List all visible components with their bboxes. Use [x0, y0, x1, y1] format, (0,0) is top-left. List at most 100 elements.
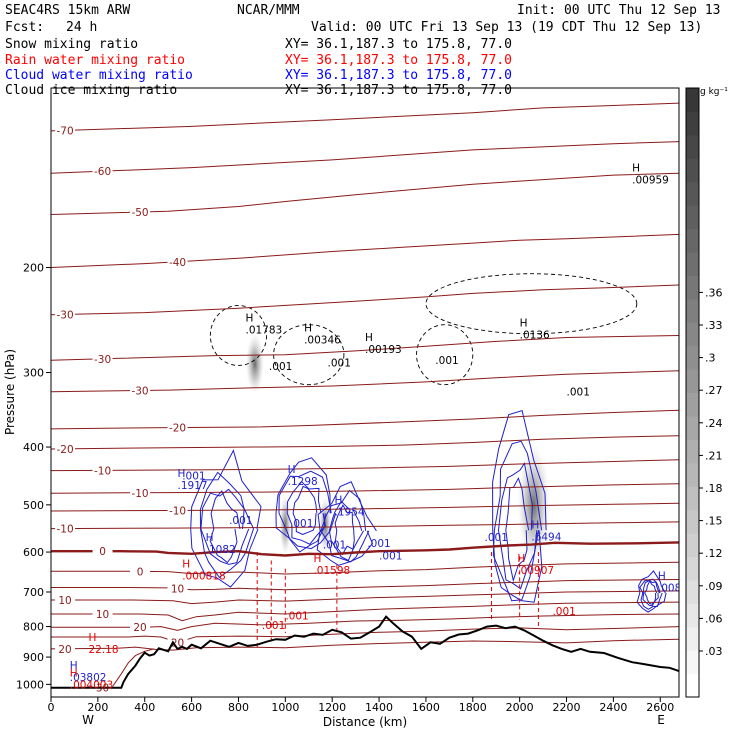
isotherm-label-bg [130, 206, 151, 218]
colorbar-tick-label: .24 [705, 417, 723, 430]
isotherm-label: -10 [169, 505, 186, 517]
maximum-h-marker: H [245, 312, 253, 324]
valid-time: Valid: 00 UTC Fri 13 Sep 13 (19 CDT Thu … [311, 20, 702, 35]
isotherm-line [51, 335, 679, 361]
isotherm-label: -30 [94, 354, 111, 366]
x-tick-label: 200 [87, 701, 108, 714]
maximum-value-label: .03802 [70, 672, 107, 684]
isotherm-line [51, 601, 679, 622]
isotherm-label-bg [55, 308, 76, 320]
colorbar-swatch [686, 134, 699, 159]
colorbar-tick-label: .3 [705, 352, 716, 365]
y-tick-label: 600 [23, 546, 44, 559]
isotherm-line [51, 521, 679, 530]
maximum-h-marker: H [365, 332, 373, 344]
maximum-value-label: .1298 [288, 476, 318, 488]
field-name-rain: Rain water mixing ratio [5, 53, 185, 68]
y-axis-label: Pressure (hPa) [3, 349, 17, 435]
x-tick-label: 2200 [553, 701, 581, 714]
colorbar-frame [685, 87, 700, 698]
isotherm-label: -10 [131, 488, 148, 500]
snow-contour [209, 305, 268, 366]
cloud-water-contour [209, 490, 241, 564]
isotherm-label-bg [55, 594, 76, 606]
field-xy-cloud-water: XY= 36.1,187.3 to 175.8, 77.0 [285, 68, 512, 83]
maximum-value-label: .6494 [531, 531, 561, 543]
colorbar-swatch [686, 322, 699, 347]
field-xy-rain: XY= 36.1,187.3 to 175.8, 77.0 [285, 53, 512, 68]
cloud-water-contour [492, 440, 543, 602]
maximum-h-marker: H [313, 553, 321, 565]
cloud-water-contour [505, 476, 530, 583]
isotherm-line [51, 613, 679, 631]
maximum-value-label: .0136 [520, 329, 550, 341]
maximum-h-marker: H [70, 668, 78, 680]
x-tick-label: 2400 [599, 701, 627, 714]
isotherm-line [51, 561, 679, 575]
isotherm-label-bg [92, 352, 113, 364]
isotherm-label-bg [167, 636, 188, 648]
isotherm-label-bg [167, 421, 188, 433]
cloud-water-contour [492, 409, 547, 603]
x-tick-label: 800 [228, 701, 249, 714]
contour-value-label: .001 [323, 540, 346, 552]
east-endpoint-label: E [657, 713, 665, 727]
cloud-water-contour [644, 580, 658, 605]
colorbar-swatch [686, 111, 699, 136]
contour-value-label: .001 [485, 532, 508, 544]
isotherm-label-bg [130, 384, 151, 396]
y-tick-label: 700 [23, 586, 44, 599]
maximum-h-marker: H [632, 163, 640, 175]
x-axis-ticks: 0 200 400 600 800 1000 1200 1400 1600 1800 2000 220… [48, 697, 674, 714]
colorbar-swatch [686, 626, 699, 651]
colorbar-swatch [686, 275, 699, 300]
isotherm-label-bg [92, 165, 113, 177]
ice-shade-region [245, 333, 264, 394]
y-tick-label: 200 [23, 262, 44, 275]
x-axis-label: Distance (km) [323, 715, 407, 729]
maximum-h-marker: H [335, 494, 343, 506]
isotherm-line [51, 483, 679, 494]
isotherm-line [51, 102, 679, 132]
x-tick-label: 400 [134, 701, 155, 714]
maximum-h-marker: H [520, 317, 528, 329]
y-tick-label: 400 [23, 441, 44, 454]
maximum-h-marker: H [531, 519, 539, 531]
maximum-h-marker: H [182, 559, 190, 571]
snow-contours [209, 273, 638, 386]
maximum-value-label: .00346 [304, 334, 341, 346]
contour-value-label: .001 [328, 357, 351, 369]
colorbar: .03 .06 .09 .12 .15 .18 .21 .24 .27 .3 .33 .36 [685, 87, 723, 698]
isotherm-label-bg [130, 621, 151, 633]
rain-water-contours [256, 552, 539, 649]
maximum-value-label: .004003 [70, 680, 113, 692]
colorbar-swatch [686, 486, 699, 511]
x-tick-label: 600 [181, 701, 202, 714]
isotherm-label-bg [130, 565, 151, 577]
isotherm-label-bg [167, 582, 188, 594]
colorbar-swatch [686, 439, 699, 464]
colorbar-swatch [686, 345, 699, 370]
cloud-water-contour [278, 470, 332, 553]
isotherm-label: -60 [94, 166, 111, 178]
contour-value-label: .001 [567, 387, 590, 399]
y-tick-label: 500 [23, 499, 44, 512]
colorbar-swatch [686, 603, 699, 628]
fcst-label: Fcst: [5, 20, 44, 35]
snow-contour [416, 324, 474, 386]
x-tick-label: 1800 [459, 701, 487, 714]
colorbar-swatch [686, 298, 699, 323]
isotherm-label: -20 [169, 422, 186, 434]
cloud-water-contour [639, 578, 663, 610]
contour-value-label: .001 [269, 361, 292, 373]
x-tick-label: 2600 [646, 701, 674, 714]
terrain [51, 615, 679, 689]
isotherm-line [51, 502, 679, 512]
colorbar-swatch [686, 533, 699, 557]
isotherm-lines: -70 -60 -50 -40 -30 -30 -30 -20 -20 -10 -10 -10 -10 0… [51, 102, 679, 694]
isotherm-label: -50 [131, 207, 148, 219]
maximum-value-label: .01598 [313, 565, 350, 577]
maximum-h-marker: H [517, 553, 525, 565]
isotherm-label-bg [55, 124, 76, 136]
